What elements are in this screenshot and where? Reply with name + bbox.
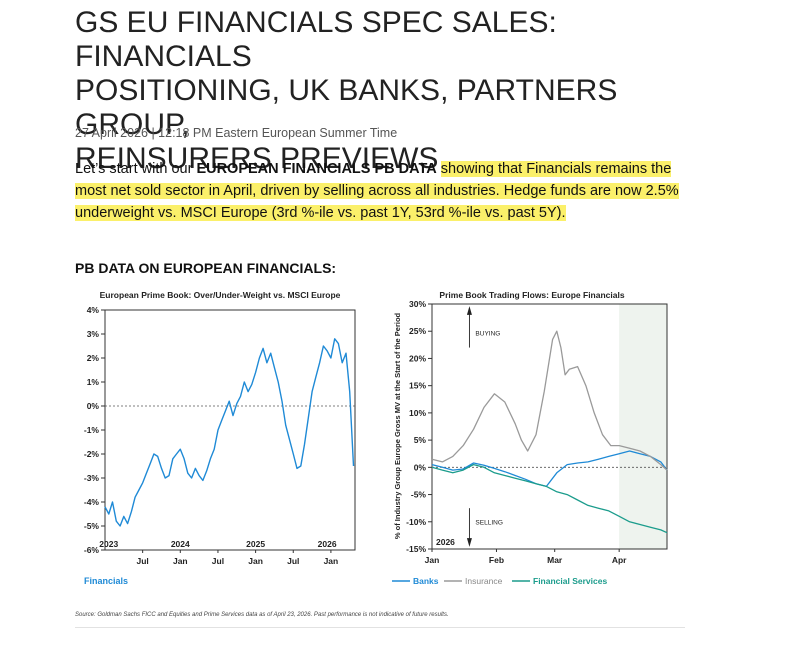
x-tick-label: Feb [489, 555, 504, 565]
series-line-banks [431, 450, 668, 488]
legend-banks-label: Banks [413, 576, 439, 586]
intro-bold: EUROPEAN FINANCIALS PB DATA [196, 161, 437, 177]
chart-trading-flows: Prime Book Trading Flows: Europe Financi… [392, 290, 668, 586]
y-tick-label: -3% [84, 473, 100, 483]
x-tick-label: Jul [212, 556, 224, 566]
y-tick-label: -6% [84, 545, 100, 555]
legend-finserv-label: Financial Services [533, 576, 607, 586]
chart-right-title: Prime Book Trading Flows: Europe Financi… [439, 290, 624, 300]
title-line-2: POSITIONING, UK BANKS, PARTNERS GROUP, [75, 74, 618, 141]
title-line-1: GS EU FINANCIALS SPEC SALES: FINANCIALS [75, 6, 557, 73]
year-label: 2023 [99, 539, 118, 549]
y-tick-label: -10% [406, 517, 426, 527]
selling-arrow-head [466, 538, 472, 547]
y-tick-label: 25% [409, 326, 426, 336]
title-line-3: REINSURERS PREVIEWS [75, 142, 439, 175]
buying-arrow-head [466, 306, 472, 315]
section-heading: PB DATA ON EUROPEAN FINANCIALS: [75, 260, 337, 276]
chart-right-shaded-period [619, 304, 667, 549]
y-tick-label: -15% [406, 544, 426, 554]
year-label: 2026 [436, 537, 455, 547]
chart-left-title: European Prime Book: Over/Under-Weight v… [100, 290, 341, 300]
buying-annotation: BUYING [475, 331, 500, 338]
y-tick-label: -1% [84, 425, 100, 435]
series-line-financials [104, 338, 355, 527]
x-tick-label: Jan [248, 556, 263, 566]
y-tick-label: 4% [87, 305, 100, 315]
y-tick-label: -5% [84, 521, 100, 531]
x-tick-label: Jul [137, 556, 149, 566]
y-tick-label: -5% [411, 490, 427, 500]
y-tick-label: -4% [84, 497, 100, 507]
y-tick-label: 15% [409, 381, 426, 391]
article-title: GS EU FINANCIALS SPEC SALES: FINANCIALS … [75, 6, 715, 176]
y-tick-label: 20% [409, 353, 426, 363]
legend-financials: Financials [84, 576, 128, 586]
chart-right-ylabel: % of Industry Group Europe Gross MV at t… [393, 312, 402, 539]
y-tick-label: 3% [87, 329, 100, 339]
x-tick-label: Jan [425, 555, 440, 565]
chart-left-frame [104, 309, 356, 551]
year-label: 2025 [246, 539, 265, 549]
chart-right-frame [431, 303, 668, 550]
y-tick-label: 30% [409, 299, 426, 309]
article-dateline: 27 April 2026 | 12:18 PM Eastern Europea… [75, 126, 398, 140]
y-tick-label: 5% [414, 435, 427, 445]
bottom-divider [75, 627, 685, 628]
chart-right-legend: Banks Insurance Financial Services [392, 576, 607, 586]
year-label: 2026 [318, 539, 337, 549]
x-tick-label: Mar [547, 555, 563, 565]
source-note: Source: Goldman Sachs FICC and Equities … [75, 612, 449, 618]
y-tick-label: 0% [87, 401, 100, 411]
intro-paragraph: Let’s start with our EUROPEAN FINANCIALS… [75, 158, 695, 224]
chart-prime-book-weight: European Prime Book: Over/Under-Weight v… [84, 290, 356, 586]
series-line-insurance [431, 330, 668, 471]
y-tick-label: 0% [414, 462, 427, 472]
legend-insurance-label: Insurance [465, 576, 503, 586]
y-tick-label: 2% [87, 353, 100, 363]
x-tick-label: Jul [287, 556, 299, 566]
selling-annotation: SELLING [475, 520, 502, 527]
year-label: 2024 [171, 539, 190, 549]
x-tick-label: Jan [324, 556, 339, 566]
y-tick-label: 1% [87, 377, 100, 387]
series-line-financial-services [431, 463, 668, 534]
x-tick-label: Apr [612, 555, 627, 565]
x-tick-label: Jan [173, 556, 188, 566]
y-tick-label: 10% [409, 408, 426, 418]
y-tick-label: -2% [84, 449, 100, 459]
intro-plain: Let’s start with our [75, 161, 197, 177]
